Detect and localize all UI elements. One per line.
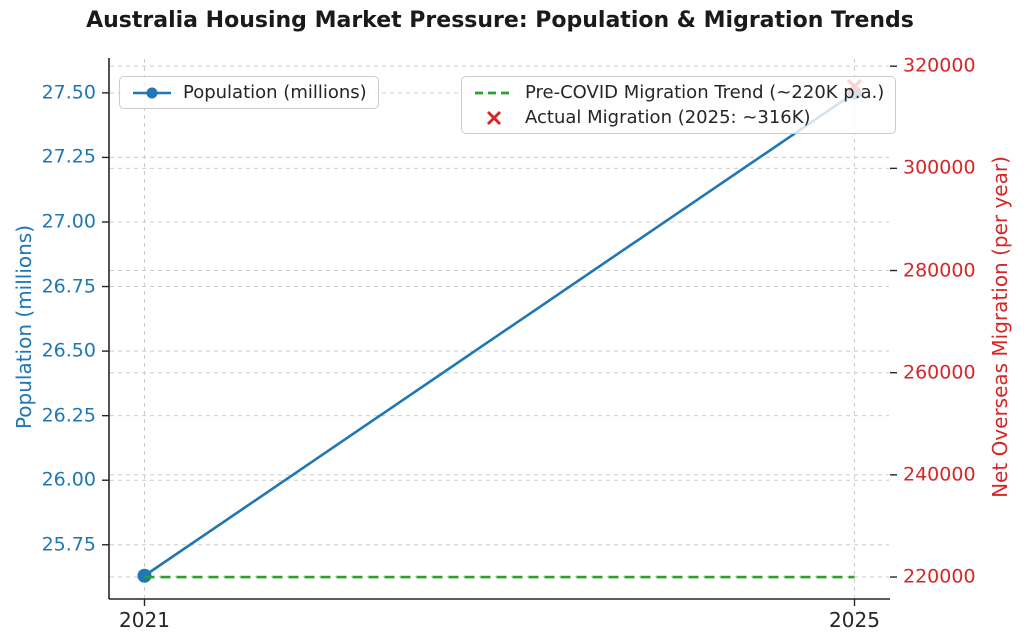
population-line-icon [133, 87, 171, 98]
legend-population: Population (millions) [119, 76, 379, 109]
legend-item-trend: Pre-COVID Migration Trend (~220K p.a.) [473, 82, 884, 103]
left-axis-title: Population (millions) [12, 224, 36, 430]
legend-label: Pre-COVID Migration Trend (~220K p.a.) [525, 82, 885, 103]
legend-migration: Pre-COVID Migration Trend (~220K p.a.) A… [461, 76, 897, 134]
x-marker-icon [486, 110, 502, 125]
series-line-0 [143, 91, 856, 577]
right-axis-title: Net Overseas Migration (per year) [988, 156, 1012, 498]
legend-item-population: Population (millions) [131, 82, 367, 103]
legend-label: Population (millions) [183, 82, 367, 103]
legend-label: Actual Migration (2025: ~316K) [525, 107, 811, 128]
dashed-line-icon [475, 91, 513, 94]
chart-title: Australia Housing Market Pressure: Popul… [86, 8, 914, 33]
legend-item-actual: Actual Migration (2025: ~316K) [473, 107, 884, 128]
